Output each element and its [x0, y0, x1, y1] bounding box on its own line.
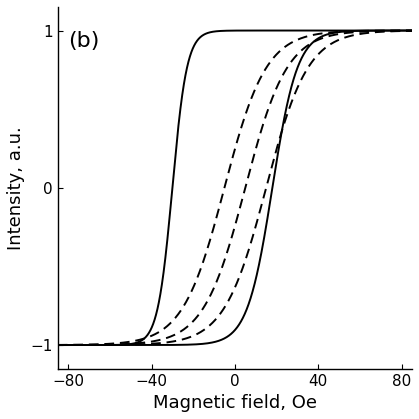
X-axis label: Magnetic field, Oe: Magnetic field, Oe — [153, 394, 317, 412]
Y-axis label: Intensity, a.u.: Intensity, a.u. — [7, 126, 25, 250]
Text: (b): (b) — [68, 31, 100, 51]
